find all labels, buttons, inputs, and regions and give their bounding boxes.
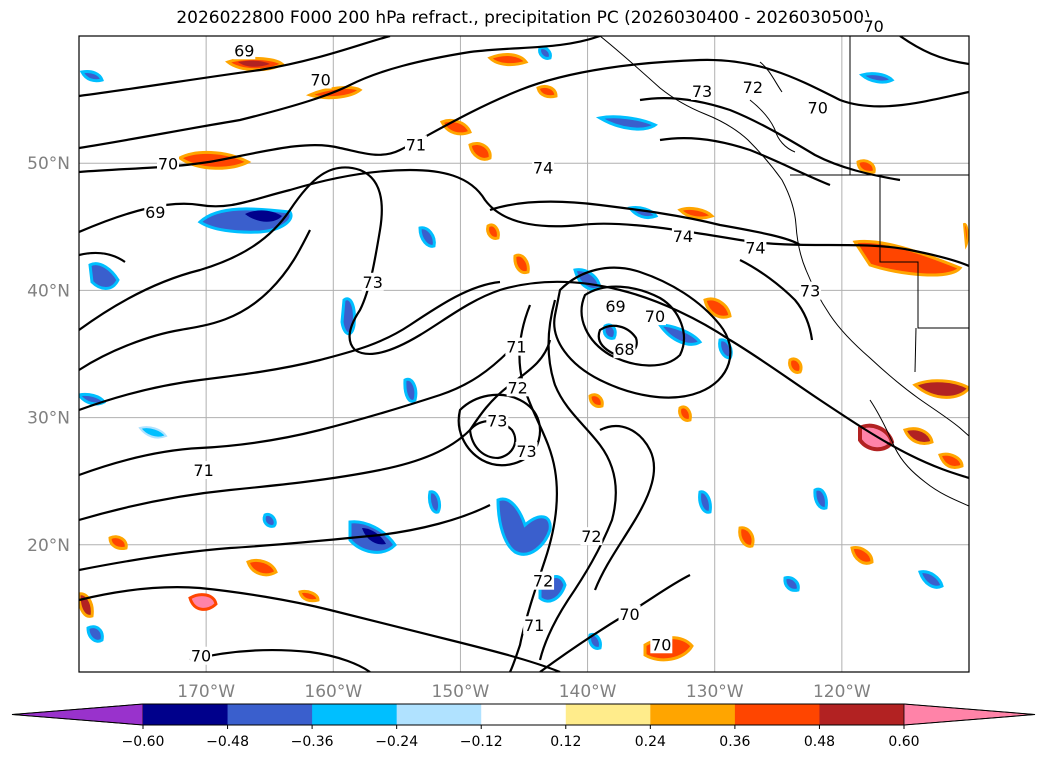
latitude-tick-label: 50°N — [27, 154, 70, 174]
longitude-tick-label: 160°W — [304, 682, 362, 702]
contour-label: 69 — [145, 203, 165, 222]
contour-label: 70 — [808, 99, 828, 118]
longitude-tick-label: 150°W — [432, 682, 490, 702]
colorbar-tick-label: 0.60 — [888, 734, 919, 750]
contour-label-background — [532, 158, 555, 177]
contour-label-background — [799, 281, 822, 300]
colorbar-segment — [734, 704, 820, 725]
contour-label-background — [613, 340, 636, 359]
contour-label: 73 — [363, 273, 383, 292]
contour-label: 74 — [533, 158, 553, 177]
longitude-labels: 170°W 160°W 150°W 140°W 130°W 120°W — [177, 682, 871, 702]
contour-label-background — [361, 272, 384, 291]
contour-label: 70 — [191, 647, 211, 666]
latitude-labels: 50°N 40°N 30°N 20°N — [27, 154, 70, 556]
contour-label: 73 — [692, 82, 712, 101]
contour-label: 70 — [310, 71, 330, 90]
contour-label-background — [157, 154, 179, 173]
colorbar-segment — [143, 704, 229, 725]
contour-label-background — [192, 461, 215, 480]
contour-label-background — [618, 604, 641, 623]
latitude-tick-label: 40°N — [27, 281, 70, 301]
colorbar-tick-label: −0.60 — [122, 734, 165, 750]
contour-label-background — [523, 616, 546, 635]
refractivity-contours — [79, 36, 969, 672]
colorbar-tick-label: 0.24 — [635, 734, 666, 750]
colorbar: −0.60 −0.48 −0.36 −0.24 −0.12 0.12 0.24 0.36 0.4… — [11, 703, 1036, 750]
longitude-tick-label: 170°W — [177, 682, 235, 702]
contour-label: 71 — [406, 135, 426, 154]
contour-label: 72 — [533, 572, 553, 591]
colorbar-tick-label: 0.48 — [804, 734, 835, 750]
longitude-tick-label: 140°W — [559, 682, 617, 702]
latitude-tick-label: 20°N — [27, 536, 70, 556]
colorbar-segment — [819, 704, 905, 725]
contour-label: 70 — [645, 307, 665, 326]
map-frame — [78, 35, 970, 673]
colorbar-segment — [650, 704, 736, 725]
contour-label-background — [506, 378, 529, 397]
contour-label: 69 — [605, 297, 625, 316]
contour-label-background — [190, 646, 213, 665]
contour-label: 72 — [507, 378, 527, 397]
contour-label-background — [643, 307, 666, 326]
colorbar-tick-label: 0.36 — [719, 734, 750, 750]
contour-label: 73 — [516, 442, 536, 461]
longitude-tick-label: 130°W — [686, 682, 744, 702]
colorbar-tick-label: −0.12 — [460, 734, 503, 750]
contour-label-background — [309, 70, 332, 89]
contour-label: 73 — [487, 411, 507, 430]
colorbar-tick-label: −0.24 — [375, 734, 418, 750]
contour-label: 71 — [524, 616, 544, 635]
contour-label-background — [741, 78, 764, 97]
colorbar-tick-label: −0.36 — [291, 734, 334, 750]
contour-label-background — [404, 135, 427, 154]
contour-label: 69 — [234, 41, 254, 60]
colorbar-segment — [312, 704, 398, 725]
colorbar-tick-label: −0.48 — [206, 734, 249, 750]
contour-label: 74 — [745, 238, 765, 257]
colorbar-segment — [481, 704, 567, 725]
contour-label-background — [862, 17, 885, 36]
contour-label: 72 — [743, 78, 763, 97]
contour-label: 70 — [619, 605, 639, 624]
longitude-tick-label: 120°W — [813, 682, 871, 702]
coastlines — [599, 36, 969, 507]
colorbar-extend-low — [11, 703, 144, 726]
latitude-tick-label: 30°N — [27, 409, 70, 429]
contour-label-background — [515, 441, 538, 460]
contour-label-background — [671, 226, 694, 245]
contour-label: 70 — [158, 154, 178, 173]
contour-label-background — [650, 635, 673, 654]
contour-label: 71 — [193, 461, 213, 480]
contour-label-background — [580, 527, 603, 546]
map-title: 2026022800 F000 200 hPa refract., precip… — [176, 8, 871, 28]
contour-label-background — [532, 571, 555, 590]
colorbar-extend-high — [903, 703, 1036, 726]
contour-label: 73 — [800, 282, 820, 301]
colorbar-tick-label: 0.12 — [550, 734, 581, 750]
contour-label-background — [505, 337, 528, 356]
contour-label-background — [233, 41, 256, 60]
contour-label: 72 — [581, 527, 601, 546]
contour-label-background — [744, 238, 767, 257]
contour-label: 74 — [673, 227, 693, 246]
contour-label-background — [486, 411, 509, 430]
contour-label-background — [604, 296, 627, 315]
contour-label: 70 — [863, 17, 883, 36]
contour-label-background — [144, 202, 167, 221]
contour-label: 68 — [614, 340, 634, 359]
colorbar-segment — [396, 704, 482, 725]
colorbar-segment — [227, 704, 313, 725]
contour-label: 70 — [651, 635, 671, 654]
contour-label-background — [691, 81, 713, 100]
contour-label: 71 — [506, 338, 526, 357]
colorbar-segment — [565, 704, 651, 725]
contour-label-background — [806, 98, 829, 117]
